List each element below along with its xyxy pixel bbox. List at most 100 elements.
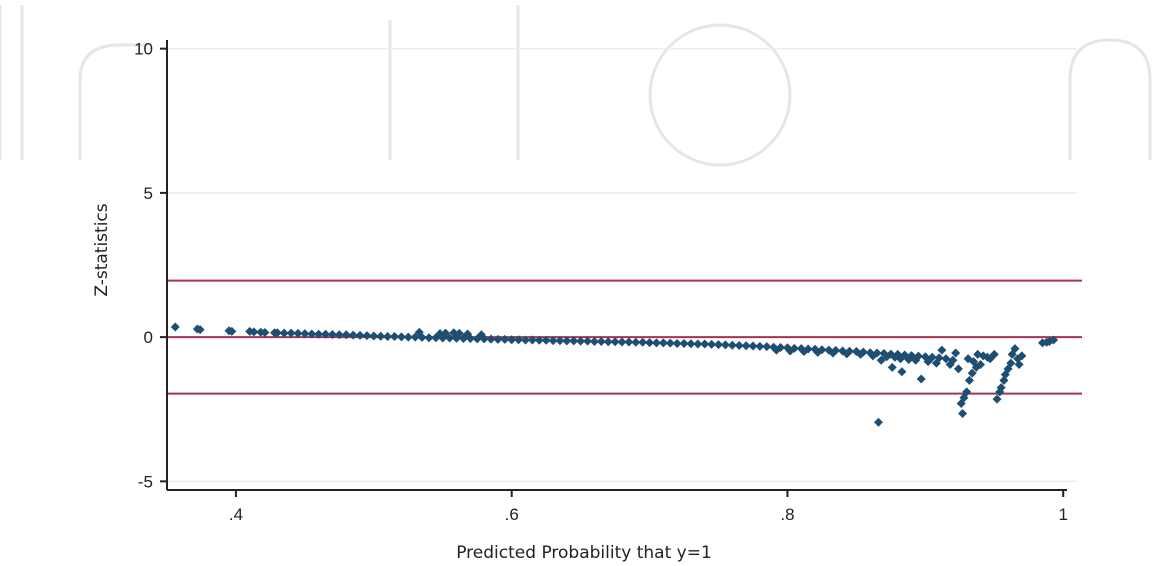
watermark-logo bbox=[0, 5, 1152, 167]
data-point bbox=[693, 339, 703, 349]
data-point bbox=[334, 330, 344, 340]
data-point bbox=[937, 345, 947, 355]
data-point bbox=[817, 345, 827, 355]
data-point bbox=[341, 330, 351, 340]
data-point bbox=[170, 322, 180, 332]
data-point bbox=[520, 335, 530, 345]
data-point bbox=[948, 355, 958, 365]
data-point bbox=[527, 335, 537, 345]
data-point bbox=[1006, 358, 1016, 368]
axes bbox=[166, 40, 1067, 491]
data-point bbox=[741, 341, 751, 351]
data-point bbox=[658, 338, 668, 348]
data-point bbox=[617, 337, 627, 347]
data-point bbox=[727, 340, 737, 350]
data-point bbox=[720, 340, 730, 350]
data-point bbox=[555, 336, 565, 346]
data-point bbox=[1014, 360, 1024, 370]
data-point bbox=[293, 328, 303, 338]
data-point bbox=[789, 343, 799, 353]
data-point bbox=[493, 334, 503, 344]
x-tick-label: 1 bbox=[1058, 505, 1067, 524]
data-point bbox=[321, 329, 331, 339]
data-point bbox=[227, 326, 237, 336]
data-point bbox=[562, 336, 572, 346]
x-tick-label: .6 bbox=[505, 505, 519, 524]
data-point bbox=[992, 394, 1002, 404]
data-point bbox=[1017, 351, 1027, 361]
data-point bbox=[755, 341, 765, 351]
x-tick-label: .4 bbox=[229, 505, 243, 524]
y-axis-title: Z-statistics bbox=[92, 203, 112, 296]
y-tick-label: 0 bbox=[144, 328, 153, 347]
y-axis-ticks: 10 5 0 -5 bbox=[134, 40, 167, 491]
data-point bbox=[672, 338, 682, 348]
data-point bbox=[279, 328, 289, 338]
data-point bbox=[776, 343, 786, 352]
data-point bbox=[964, 375, 974, 385]
y-tick-label: 10 bbox=[134, 40, 153, 59]
data-point bbox=[445, 333, 455, 343]
data-point bbox=[934, 353, 944, 363]
data-point bbox=[376, 331, 386, 341]
data-point bbox=[286, 328, 296, 338]
data-point bbox=[355, 330, 365, 340]
data-point bbox=[714, 340, 724, 350]
data-point bbox=[479, 334, 489, 344]
data-point bbox=[707, 339, 717, 349]
data-point bbox=[748, 341, 758, 351]
x-axis-title: Predicted Probability that y=1 bbox=[456, 543, 712, 563]
y-tick-label: -5 bbox=[138, 472, 153, 491]
data-point bbox=[369, 331, 379, 341]
data-point bbox=[249, 327, 259, 337]
data-point bbox=[390, 332, 399, 342]
data-point bbox=[686, 339, 696, 349]
data-point bbox=[424, 333, 434, 343]
data-point bbox=[486, 334, 496, 344]
data-point bbox=[872, 348, 882, 358]
data-point bbox=[989, 349, 999, 359]
data-point bbox=[417, 332, 427, 342]
data-point bbox=[927, 352, 937, 362]
data-point bbox=[1010, 344, 1020, 354]
data-points bbox=[170, 322, 1059, 427]
data-point bbox=[548, 336, 558, 346]
grid-lines bbox=[167, 47, 1077, 483]
data-point bbox=[897, 367, 907, 377]
data-point bbox=[454, 328, 464, 338]
data-point bbox=[996, 383, 1006, 393]
data-point bbox=[734, 340, 744, 350]
data-point bbox=[610, 337, 620, 347]
x-axis-ticks: .4 .6 .8 1 bbox=[229, 490, 1068, 524]
data-point bbox=[651, 338, 661, 348]
data-point bbox=[967, 368, 977, 378]
x-tick-label: .8 bbox=[780, 505, 794, 524]
data-point bbox=[541, 335, 551, 345]
data-point bbox=[514, 335, 524, 345]
data-point bbox=[953, 364, 963, 374]
data-point bbox=[951, 348, 961, 358]
data-point bbox=[638, 337, 648, 347]
data-point bbox=[803, 344, 813, 354]
data-point bbox=[845, 346, 854, 356]
data-point bbox=[583, 336, 593, 346]
data-point bbox=[500, 334, 510, 344]
data-point bbox=[762, 342, 772, 352]
data-point bbox=[831, 345, 841, 355]
data-point bbox=[272, 328, 282, 338]
data-point bbox=[569, 336, 579, 346]
data-point bbox=[958, 409, 968, 419]
data-point bbox=[362, 331, 372, 341]
data-point bbox=[300, 329, 310, 339]
data-point bbox=[507, 335, 517, 345]
data-point bbox=[679, 338, 689, 348]
data-point bbox=[195, 325, 205, 335]
data-point bbox=[916, 374, 926, 384]
data-point bbox=[383, 332, 393, 342]
data-point bbox=[665, 338, 675, 348]
data-point bbox=[858, 347, 868, 357]
data-point bbox=[589, 336, 599, 346]
data-point bbox=[314, 329, 324, 339]
data-point bbox=[645, 338, 655, 348]
